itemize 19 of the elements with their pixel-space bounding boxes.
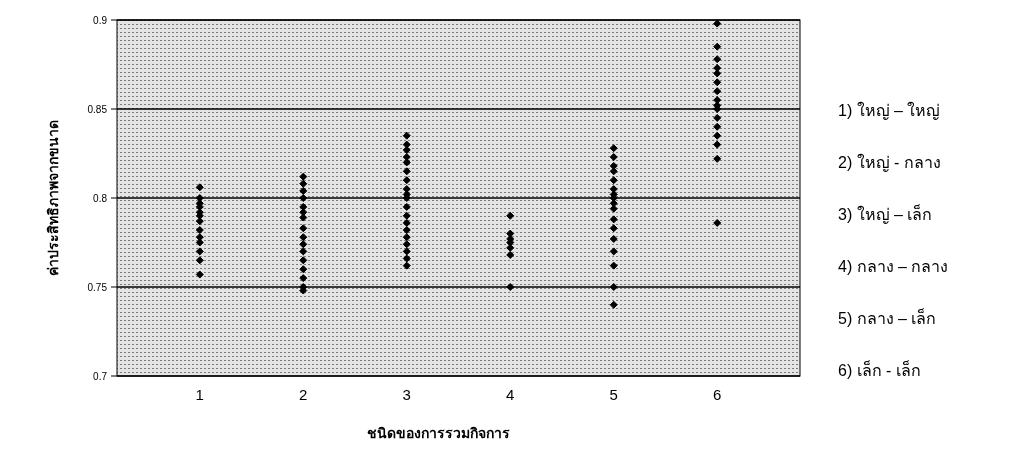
x-axis-title: ชนิดของการรวมกิจการ	[367, 425, 510, 441]
x-tick-label: 2	[299, 386, 308, 403]
y-tick-label: 0.75	[87, 281, 108, 293]
text: 4) กลาง – กลาง	[838, 257, 949, 275]
x-tick-label: 4	[506, 386, 515, 403]
text: 1) ใหญ่ – ใหญ่	[838, 100, 941, 120]
y-tick-label: 0.7	[93, 370, 108, 382]
x-tick-label: 3	[402, 386, 411, 403]
text: 6) เล็ก - เล็ก	[838, 359, 921, 379]
text: 3) ใหญ่ – เล็ก	[838, 203, 933, 224]
x-tick-label: 6	[713, 386, 722, 403]
y-tick-label: 0.9	[93, 14, 108, 26]
text: 5) กลาง – เล็ก	[838, 307, 937, 327]
y-tick-label: 0.85	[87, 103, 108, 115]
text: 2) ใหญ่ - กลาง	[838, 152, 941, 172]
y-axis-title: ค่าประสิทธิภาพจากขนาด	[45, 120, 61, 276]
x-tick-label: 5	[609, 386, 618, 403]
y-tick-label: 0.8	[93, 192, 108, 204]
x-tick-label: 1	[195, 386, 204, 403]
